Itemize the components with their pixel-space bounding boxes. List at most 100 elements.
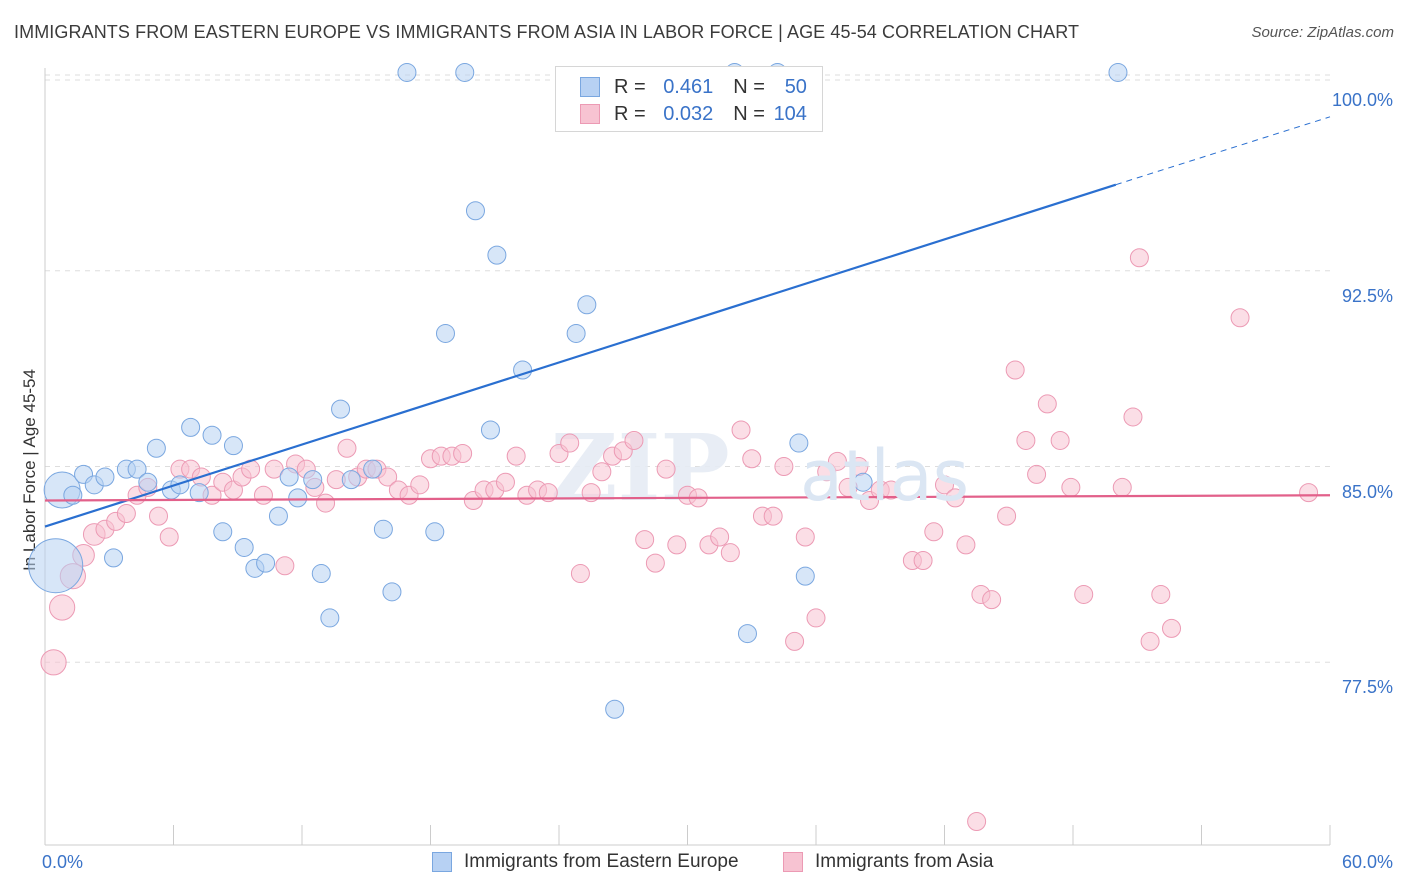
data-point	[331, 399, 351, 419]
data-point	[49, 594, 76, 621]
data-point	[234, 537, 254, 557]
data-point	[337, 438, 357, 458]
data-point	[363, 459, 383, 479]
data-point	[592, 462, 612, 482]
data-point	[256, 553, 276, 573]
data-point	[453, 444, 473, 463]
data-point	[40, 649, 67, 676]
data-point	[1162, 618, 1182, 638]
blue-swatch-icon	[580, 77, 600, 97]
data-point	[138, 472, 158, 492]
bottom-legend: Immigrants from Eastern Europe Immigrant…	[0, 851, 1406, 877]
legend-item-asia[interactable]: Immigrants from Asia	[783, 851, 993, 873]
data-point	[373, 519, 393, 539]
data-point	[538, 483, 558, 503]
data-point	[465, 201, 485, 221]
data-point	[1005, 360, 1025, 380]
n-value: 50	[784, 75, 807, 98]
data-point	[1037, 394, 1057, 414]
stats-row-eastern-europe: R = 0.461 N = 50	[580, 75, 807, 99]
data-point	[737, 624, 757, 644]
data-point	[881, 480, 901, 500]
data-point	[279, 467, 299, 487]
legend-label: Immigrants from Asia	[815, 851, 994, 872]
data-point	[720, 543, 740, 563]
y-tick-label: 85.0%	[1341, 481, 1393, 502]
data-point	[1151, 584, 1171, 604]
data-point	[763, 506, 783, 526]
data-point	[63, 485, 83, 505]
data-point	[425, 522, 445, 542]
data-point	[635, 530, 655, 550]
source-label: Source: ZipAtlas.com	[1251, 24, 1394, 41]
data-point	[789, 433, 809, 453]
data-point	[827, 451, 847, 471]
data-point	[935, 475, 954, 495]
gridlines	[45, 74, 1330, 663]
data-point	[742, 449, 762, 469]
data-point	[480, 420, 500, 440]
pink-swatch-icon	[783, 852, 803, 872]
data-point	[710, 527, 730, 547]
data-point	[982, 590, 1002, 610]
data-point	[997, 506, 1017, 526]
axes	[44, 68, 1331, 846]
data-point	[967, 812, 987, 832]
data-point	[1299, 483, 1319, 503]
r-value: 0.461	[663, 75, 714, 98]
data-point	[924, 522, 944, 542]
data-point	[605, 699, 625, 719]
trend-line-asia	[44, 494, 1331, 502]
data-point	[560, 433, 580, 453]
data-point	[378, 467, 398, 487]
data-point	[785, 631, 805, 651]
y-tick-label: 77.5%	[1341, 677, 1393, 698]
data-point	[181, 417, 201, 437]
data-point	[264, 459, 284, 479]
n-label: N =	[733, 102, 765, 125]
data-point	[104, 548, 124, 568]
data-point	[853, 472, 873, 492]
data-point	[806, 608, 826, 628]
data-point	[645, 553, 665, 573]
trend-lines	[44, 116, 1331, 528]
data-point	[268, 506, 288, 526]
data-point	[341, 470, 361, 490]
data-point	[656, 459, 676, 479]
data-point	[1123, 407, 1143, 427]
data-point	[1108, 62, 1128, 82]
y-tick-label: 100.0%	[1331, 90, 1393, 111]
legend-label: Immigrants from Eastern Europe	[464, 851, 739, 872]
data-point	[202, 425, 222, 445]
legend-item-eastern-europe[interactable]: Immigrants from Eastern Europe	[432, 851, 739, 873]
x-tick-min: 0.0%	[42, 852, 84, 872]
data-point	[435, 323, 455, 343]
data-point	[397, 62, 417, 82]
trend-line-eastern-europe-extension	[1115, 116, 1331, 186]
data-point	[320, 608, 340, 628]
watermark-suffix: atlas	[800, 435, 969, 517]
data-point	[223, 436, 243, 456]
data-point	[311, 564, 331, 584]
blue-swatch-icon	[432, 852, 452, 872]
data-point	[1112, 477, 1132, 497]
asia-points	[40, 248, 1319, 832]
data-point	[149, 506, 169, 526]
data-point	[731, 420, 751, 440]
data-point	[382, 582, 402, 602]
r-label: R =	[614, 75, 646, 98]
data-point	[1050, 430, 1070, 450]
data-point	[455, 62, 475, 82]
stats-legend: R = 0.461 N = 50 R = 0.032 N = 104	[555, 66, 823, 132]
data-point	[1140, 631, 1160, 651]
data-point	[1061, 477, 1081, 497]
data-point	[316, 493, 336, 513]
y-tick-label: 92.5%	[1341, 285, 1393, 306]
n-label: N =	[733, 75, 765, 98]
data-point	[956, 535, 976, 555]
data-point	[795, 566, 815, 586]
data-point	[667, 535, 687, 555]
data-point	[253, 485, 273, 505]
data-point	[95, 467, 115, 487]
x-tick-max: 60.0%	[1341, 852, 1393, 872]
